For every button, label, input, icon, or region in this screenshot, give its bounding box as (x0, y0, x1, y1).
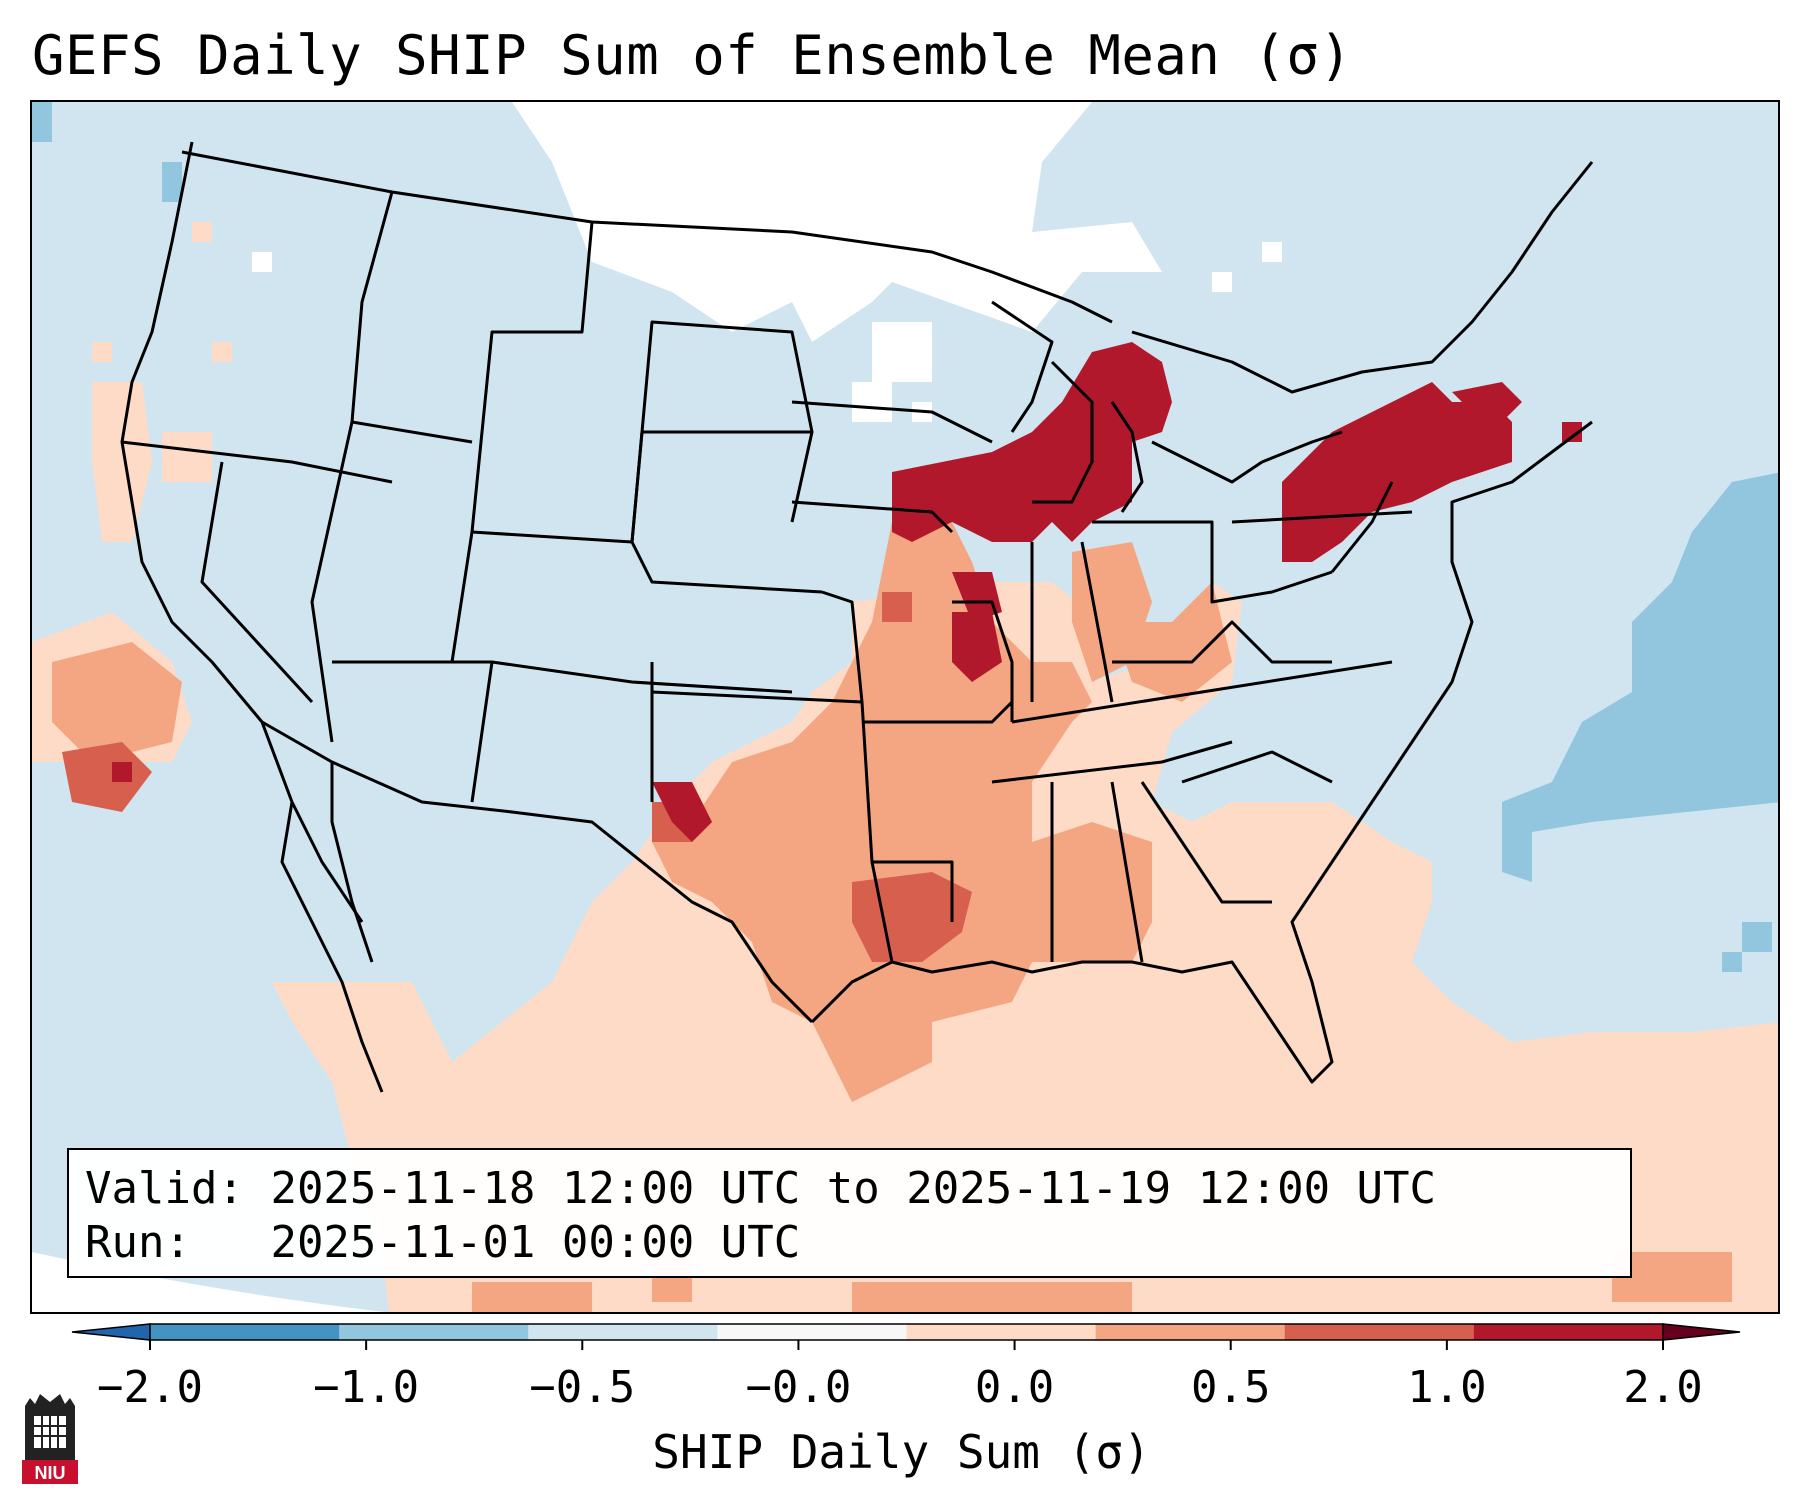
run-label: Run: (85, 1217, 191, 1268)
run-value: 2025-11-01 00:00 UTC (270, 1217, 801, 1268)
colorbar-tick-label: −1.0 (313, 1362, 419, 1413)
colorbar-tick-label: −0.5 (529, 1362, 635, 1413)
colorbar-tick-label: 0.0 (975, 1362, 1054, 1413)
colorbar-bin (1284, 1324, 1475, 1340)
negative-anomaly-region (32, 102, 1778, 972)
valid-label: Valid: (85, 1163, 244, 1214)
colorbar-tick-label: 0.5 (1191, 1362, 1270, 1413)
colorbar-tick-label: −2.0 (97, 1362, 203, 1413)
colorbar-tick-label: 1.0 (1407, 1362, 1486, 1413)
niu-logo-text: NIU (35, 1463, 66, 1483)
ship-anomaly-map (32, 102, 1778, 1312)
colorbar-bin (1095, 1324, 1286, 1340)
colorbar-label: SHIP Daily Sum (σ) (652, 1425, 1151, 1479)
colorbar-bin (906, 1324, 1097, 1340)
colorbar-tick-label: −0.0 (745, 1362, 851, 1413)
niu-huskie-logo-icon: NIU (22, 1394, 78, 1484)
strong-positive-region (62, 592, 972, 962)
colorbar-bins (71, 1323, 1741, 1341)
colorbar-bin (1473, 1324, 1664, 1340)
colorbar-over-arrow (1662, 1323, 1741, 1341)
colorbar-ticks: −2.0 −1.0 −0.5 −0.0 0.0 0.5 1.0 2.0 (97, 1340, 1703, 1413)
colorbar-bin (150, 1324, 340, 1340)
colorbar-tick-label: 2.0 (1623, 1362, 1702, 1413)
colorbar-under-arrow (71, 1323, 151, 1341)
map-panel (30, 100, 1780, 1314)
valid-value: 2025-11-18 12:00 UTC to 2025-11-19 12:00… (270, 1163, 1437, 1214)
colorbar: −2.0 −1.0 −0.5 −0.0 0.0 0.5 1.0 2.0 (71, 1323, 1741, 1413)
valid-run-info-box: Valid: 2025-11-18 12:00 UTC to 2025-11-1… (67, 1148, 1632, 1278)
state-boundaries (120, 141, 1594, 1093)
colorbar-frame (149, 1323, 1664, 1341)
colorbar-bin (528, 1324, 718, 1340)
colorbar-bin (339, 1324, 529, 1340)
colorbar-bin (717, 1324, 907, 1340)
map-title: GEFS Daily SHIP Sum of Ensemble Mean (σ) (32, 24, 1353, 87)
